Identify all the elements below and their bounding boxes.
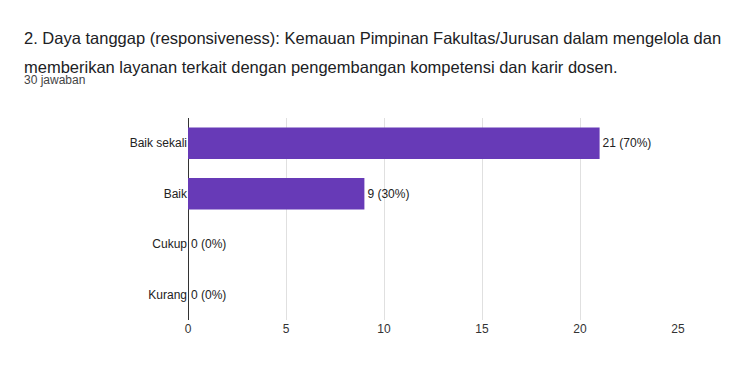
svg-text:5: 5: [283, 322, 290, 336]
html-text:30 jawaban: 30 jawaban: [24, 73, 86, 87]
svg-text:0 (0%): 0 (0%): [191, 237, 226, 251]
svg-text:Baik sekali: Baik sekali: [130, 136, 187, 150]
svg-text:0 (0%): 0 (0%): [191, 288, 226, 302]
svg-text:10: 10: [377, 322, 391, 336]
svg-text:0: 0: [185, 322, 192, 336]
svg-text:20: 20: [573, 322, 587, 336]
svg-text:Cukup: Cukup: [152, 237, 187, 251]
svg-text:Baik: Baik: [164, 187, 188, 201]
svg-text:21 (70%): 21 (70%): [603, 136, 652, 150]
html-text:2. Daya tanggap (responsivenes: 2. Daya tanggap (responsiveness): Kemaua…: [24, 29, 722, 76]
svg-text:9 (30%): 9 (30%): [367, 187, 409, 201]
svg-text:15: 15: [475, 322, 489, 336]
svg-text:Kurang: Kurang: [148, 288, 187, 302]
svg-text:25: 25: [671, 322, 685, 336]
